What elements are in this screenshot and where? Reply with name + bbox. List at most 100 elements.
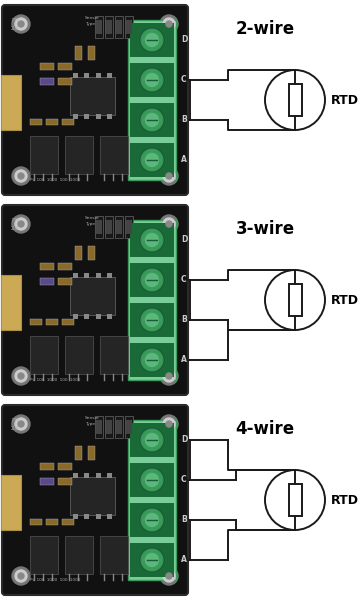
Bar <box>95 514 101 519</box>
Circle shape <box>12 15 30 33</box>
Text: Pt  100  1000  100  1000: Pt 100 1000 100 1000 <box>30 578 80 582</box>
Circle shape <box>15 218 27 230</box>
Text: Sensor: Sensor <box>85 16 100 20</box>
Bar <box>107 514 112 519</box>
Bar <box>95 216 103 238</box>
Bar <box>95 273 101 278</box>
Bar <box>73 473 78 478</box>
Circle shape <box>12 215 30 233</box>
Bar <box>130 143 174 177</box>
Circle shape <box>145 473 159 487</box>
Bar <box>70 277 115 315</box>
FancyBboxPatch shape <box>2 5 188 195</box>
Circle shape <box>163 218 175 230</box>
Text: Sensor: Sensor <box>85 416 100 420</box>
Bar <box>62 319 74 325</box>
Bar <box>115 16 123 38</box>
Text: 4-wire: 4-wire <box>236 420 295 438</box>
Bar <box>58 78 72 85</box>
Circle shape <box>145 553 159 567</box>
Bar <box>46 519 58 525</box>
Bar <box>73 314 78 319</box>
Bar <box>105 16 113 38</box>
Bar <box>84 514 89 519</box>
Bar <box>65 136 93 174</box>
Bar <box>62 119 74 125</box>
Bar <box>40 278 54 285</box>
Circle shape <box>163 370 175 382</box>
Bar <box>40 78 54 85</box>
Circle shape <box>18 573 24 579</box>
Bar <box>96 20 102 34</box>
Bar <box>88 246 95 260</box>
Circle shape <box>18 173 24 179</box>
Bar <box>130 63 174 97</box>
Circle shape <box>140 348 164 372</box>
Circle shape <box>160 167 178 185</box>
Circle shape <box>166 573 172 579</box>
Bar <box>107 73 112 78</box>
Circle shape <box>160 367 178 385</box>
Bar <box>128 20 176 180</box>
Bar <box>130 463 174 497</box>
Bar <box>70 477 115 515</box>
Bar <box>73 73 78 78</box>
Bar <box>100 536 128 574</box>
Circle shape <box>15 170 27 182</box>
Circle shape <box>166 373 172 379</box>
Text: D: D <box>181 436 187 445</box>
Circle shape <box>145 353 159 367</box>
Bar <box>84 114 89 119</box>
Bar <box>128 420 176 580</box>
FancyBboxPatch shape <box>2 205 188 395</box>
Bar <box>106 20 112 34</box>
Bar <box>116 420 122 434</box>
Text: A: A <box>181 355 187 364</box>
Bar <box>65 536 93 574</box>
Text: Pt  100  1000  100  1000: Pt 100 1000 100 1000 <box>30 178 80 182</box>
Bar <box>88 446 95 460</box>
Bar <box>289 84 302 116</box>
Bar <box>130 103 174 137</box>
Bar <box>58 463 72 470</box>
Circle shape <box>145 513 159 527</box>
Bar <box>84 273 89 278</box>
Bar <box>75 46 82 60</box>
Bar <box>130 23 174 57</box>
Bar <box>70 77 115 115</box>
Text: Type: Type <box>85 222 95 226</box>
Text: C: C <box>181 76 187 85</box>
Circle shape <box>145 433 159 447</box>
Bar <box>126 220 132 234</box>
Bar <box>95 314 101 319</box>
Circle shape <box>140 148 164 172</box>
Circle shape <box>18 21 24 27</box>
Text: A: A <box>181 155 187 164</box>
Bar <box>30 319 42 325</box>
Bar <box>95 114 101 119</box>
Circle shape <box>160 15 178 33</box>
Bar <box>128 220 176 380</box>
Bar <box>289 284 302 316</box>
Bar <box>95 473 101 478</box>
Text: Type: Type <box>85 422 95 426</box>
Bar <box>40 63 54 70</box>
Circle shape <box>140 548 164 572</box>
Bar <box>95 16 103 38</box>
Bar <box>73 514 78 519</box>
Circle shape <box>163 418 175 430</box>
Circle shape <box>15 370 27 382</box>
Circle shape <box>160 415 178 433</box>
Bar <box>125 216 133 238</box>
Bar <box>75 246 82 260</box>
Circle shape <box>166 21 172 27</box>
Circle shape <box>145 73 159 87</box>
Circle shape <box>12 167 30 185</box>
Bar <box>84 73 89 78</box>
Bar <box>58 263 72 270</box>
Bar <box>40 263 54 270</box>
Circle shape <box>18 373 24 379</box>
Bar <box>106 220 112 234</box>
Bar <box>1 275 21 330</box>
Circle shape <box>12 367 30 385</box>
